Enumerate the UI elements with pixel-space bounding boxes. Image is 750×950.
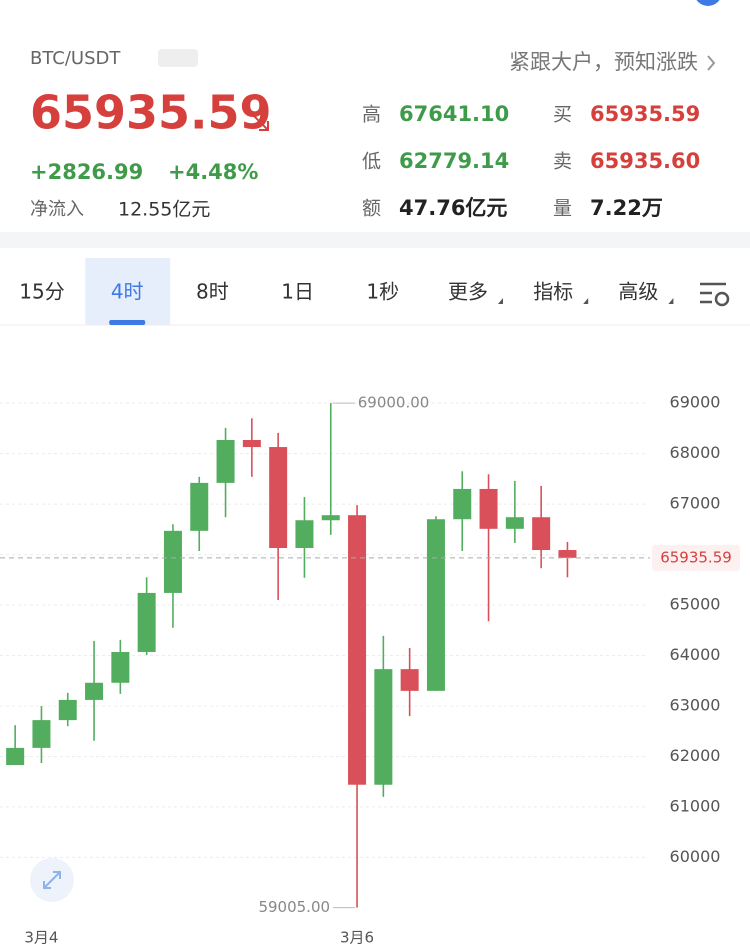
y-tick-label: 62000 — [670, 746, 721, 765]
y-tick-label: 65000 — [670, 595, 721, 614]
promo[interactable]: 紧跟大户，预知涨跌 — [509, 50, 698, 74]
settings-icon[interactable] — [700, 282, 730, 307]
stat-label: 买 — [553, 104, 572, 126]
y-tick-label: 64000 — [670, 645, 721, 664]
stat-value: 62779.14 — [399, 149, 509, 173]
tab[interactable]: 1秒 — [366, 280, 399, 304]
candle-body — [6, 747, 25, 766]
tab[interactable]: 更多 — [448, 280, 488, 304]
candle-body — [479, 488, 498, 529]
chevron — [707, 55, 716, 71]
y-tick-label: 61000 — [670, 796, 721, 815]
candle-body — [505, 517, 524, 529]
candle-body — [348, 515, 367, 785]
corner-badge — [696, 0, 720, 6]
candle-body — [111, 651, 130, 683]
tab[interactable]: 高级 — [618, 280, 658, 304]
down-arrow — [252, 114, 269, 131]
candle-body — [400, 669, 419, 691]
stats: 高 67641.10 买 65935.59 低 62779.14 卖 65935.60 额 47.… — [362, 102, 700, 220]
chart: 6000061000620006300064000650006600067000… — [0, 393, 740, 947]
candle-body — [85, 682, 104, 700]
net-inflow-label: 净流入 — [30, 199, 84, 220]
candle-body — [216, 439, 235, 483]
tab[interactable]: 4时 — [111, 280, 144, 304]
candle-body — [137, 592, 156, 652]
tab[interactable]: 指标 — [533, 280, 573, 304]
candle-body — [321, 515, 340, 521]
change: +2826.99 — [30, 160, 143, 184]
last-price-label: 65935.59 — [660, 548, 732, 566]
tab[interactable]: 8时 — [196, 280, 229, 304]
candle-body — [558, 550, 577, 558]
candle-body — [295, 520, 314, 549]
stat-value: 65935.60 — [590, 149, 700, 173]
stat-label: 额 — [362, 198, 381, 220]
candle-body — [426, 519, 445, 691]
dropdown-caret — [498, 298, 503, 304]
extreme-label: 69000.00 — [358, 394, 430, 412]
candle-body — [190, 482, 209, 531]
candle-body — [32, 720, 51, 748]
tab[interactable]: 15分 — [19, 280, 64, 304]
stat-value: 47.76亿元 — [399, 196, 507, 220]
stat-value: 67641.10 — [399, 102, 509, 126]
candle-body — [374, 669, 393, 785]
tabs: 15分 4时 8时 1日 1秒 更多 指标 高级 — [19, 280, 674, 325]
pair: BTC/USDT — [30, 48, 121, 69]
y-tick-label: 60000 — [670, 847, 721, 866]
candle-body — [58, 699, 77, 721]
stat-label: 量 — [553, 198, 572, 220]
dropdown-caret — [583, 298, 589, 304]
y-tick-label: 63000 — [670, 695, 721, 714]
tab-selected-bg — [85, 258, 171, 325]
net-inflow: 12.55亿元 — [118, 199, 210, 221]
expand-icon — [43, 871, 61, 889]
candle-body — [532, 517, 551, 551]
extreme-label: 59005.00 — [258, 898, 330, 916]
price: 65935.59 — [30, 86, 272, 140]
x-tick-label: 3月4 — [24, 929, 58, 947]
candle-body — [163, 530, 182, 593]
stat-label: 卖 — [553, 151, 572, 173]
blurred-tag — [158, 49, 198, 67]
candle-body — [453, 488, 472, 520]
tab[interactable]: 1日 — [281, 280, 314, 304]
stat-value: 7.22万 — [590, 196, 663, 220]
y-tick-label: 67000 — [670, 494, 721, 513]
separator — [0, 232, 750, 248]
tab-underline — [109, 320, 146, 325]
y-tick-label: 68000 — [670, 443, 721, 462]
stat-label: 低 — [362, 151, 381, 173]
change-pct: +4.48% — [168, 160, 258, 184]
y-tick-label: 69000 — [670, 393, 721, 412]
x-tick-label: 3月6 — [340, 929, 374, 947]
stat-value: 65935.59 — [590, 102, 700, 126]
candle-body — [242, 439, 261, 448]
dropdown-caret — [668, 298, 674, 304]
stat-label: 高 — [362, 104, 381, 126]
last-price-box — [652, 544, 740, 571]
candle-body — [269, 447, 288, 549]
